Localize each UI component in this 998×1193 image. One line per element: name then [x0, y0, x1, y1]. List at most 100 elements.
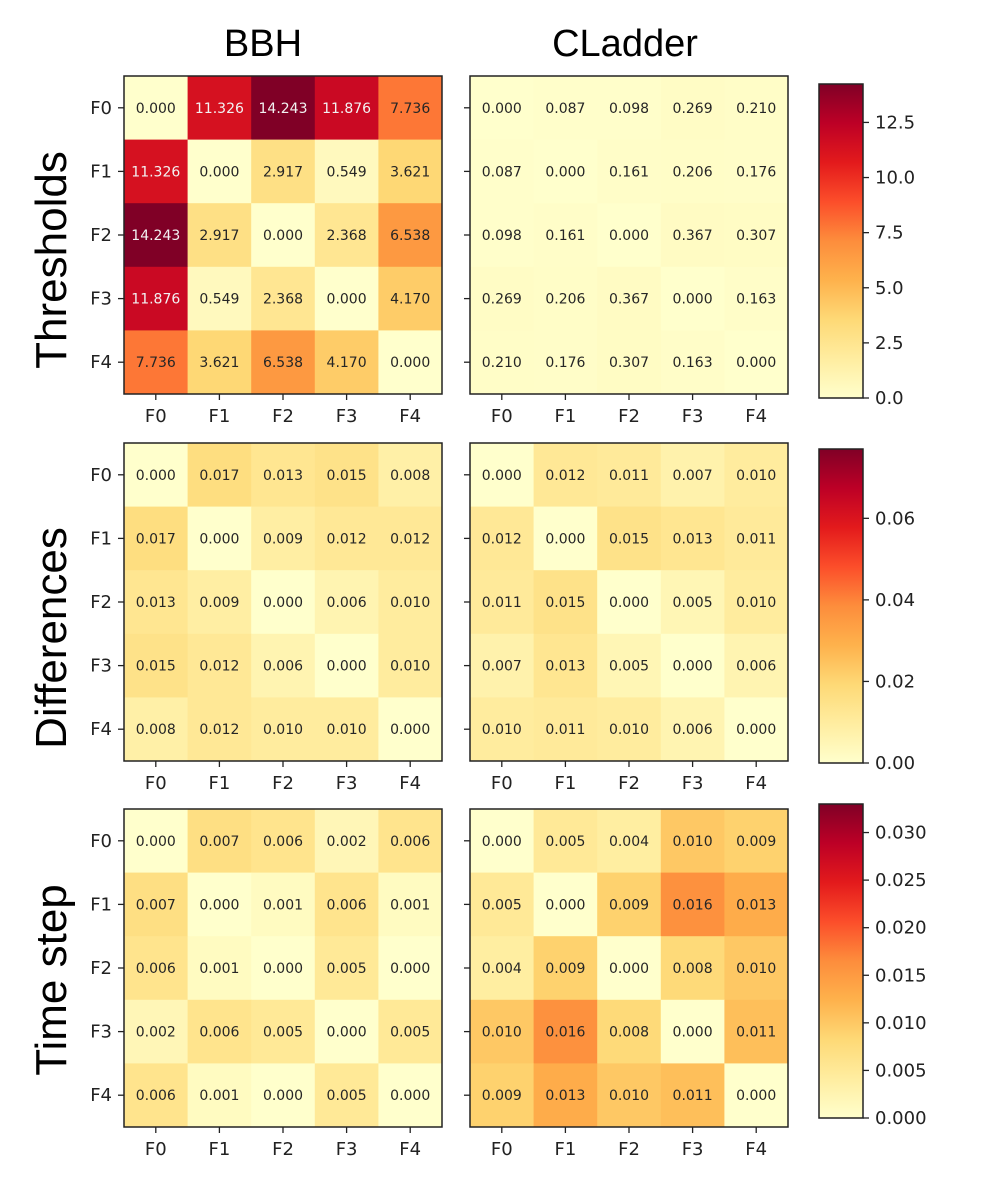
x-tick-label: F1	[554, 1139, 576, 1160]
cell-value-label: 2.917	[263, 164, 303, 180]
cell-value-label: 0.009	[482, 1088, 522, 1104]
cell-value-label: 0.005	[609, 659, 649, 675]
heatmap-cell	[533, 1063, 598, 1128]
cell-value-label: 0.006	[136, 1088, 176, 1104]
heatmap-cell	[660, 809, 725, 874]
heatmap-cell	[251, 139, 316, 204]
heatmap-panels: 0.000 11.326 14.243 11.876 7.736 11.326 0.000 2…	[90, 75, 789, 1160]
heatmap-cell	[314, 203, 379, 268]
cell-value-label: 3.621	[199, 355, 239, 371]
x-tick-label: F1	[208, 406, 230, 427]
heatmap-cell	[533, 809, 598, 874]
colorbar-tick-label: 0.025	[875, 870, 927, 891]
cell-value-label: 0.000	[136, 834, 176, 850]
cell-value-label: 14.243	[259, 101, 308, 117]
heatmap-cell	[124, 330, 189, 395]
heatmap-cell	[187, 139, 252, 204]
cell-value-label: 0.006	[736, 659, 776, 675]
heatmap-cell	[251, 443, 316, 508]
heatmap-cell	[314, 76, 379, 141]
x-tick-label: F4	[745, 773, 767, 794]
x-tick-label: F0	[491, 1139, 513, 1160]
heatmap-cell	[124, 936, 189, 1001]
cell-value-label: 4.170	[327, 355, 367, 371]
heatmap-cell	[470, 570, 535, 635]
colorbar-tick-label: 0.0	[875, 388, 904, 409]
cell-value-label: 0.005	[390, 1025, 430, 1041]
heatmap-cell	[187, 633, 252, 698]
heatmap-cell	[597, 872, 662, 937]
cell-value-label: 0.010	[390, 595, 430, 611]
cell-value-label: 0.012	[199, 659, 239, 675]
cell-value-label: 7.736	[390, 101, 430, 117]
heatmap-cell	[187, 330, 252, 395]
heatmap-cell	[533, 999, 598, 1064]
heatmap-cell	[251, 506, 316, 571]
heatmap-cell	[251, 872, 316, 937]
heatmap-cell	[660, 266, 725, 331]
heatmap-cell	[533, 570, 598, 635]
cell-value-label: 0.000	[482, 468, 522, 484]
cell-value-label: 0.000	[482, 834, 522, 850]
heatmap-cell	[660, 570, 725, 635]
cell-value-label: 2.917	[199, 228, 239, 244]
cell-value-label: 0.549	[199, 292, 239, 308]
x-tick-label: F0	[491, 406, 513, 427]
heatmap-cell	[660, 506, 725, 571]
heatmap-cell	[314, 936, 379, 1001]
heatmap-cell	[187, 203, 252, 268]
cell-value-label: 0.005	[327, 961, 367, 977]
cell-value-label: 0.206	[673, 164, 713, 180]
row-title-thresholds: Thresholds	[27, 151, 76, 369]
heatmap-cell	[378, 330, 443, 395]
heatmap-cell	[470, 330, 535, 395]
cell-value-label: 0.001	[199, 961, 239, 977]
cell-value-label: 0.210	[482, 355, 522, 371]
heatmap-cell	[124, 633, 189, 698]
cell-value-label: 0.010	[263, 722, 303, 738]
heatmap-cell	[251, 203, 316, 268]
heatmap-cell	[187, 936, 252, 1001]
cell-value-label: 0.011	[736, 1025, 776, 1041]
cell-value-label: 0.008	[673, 961, 713, 977]
cell-value-label: 0.008	[136, 722, 176, 738]
cell-value-label: 0.010	[327, 722, 367, 738]
heatmap-cell	[124, 443, 189, 508]
heatmap-cell	[378, 266, 443, 331]
colorbar-tick-label: 0.030	[875, 823, 927, 844]
panel-cladder-thresholds: 0.000 0.087 0.098 0.269 0.210 0.087 0.000 0.161…	[464, 75, 789, 427]
heatmap-cell	[533, 506, 598, 571]
heatmap-cell	[470, 872, 535, 937]
colorbar-tick-label: 0.000	[875, 1108, 927, 1129]
cell-value-label: 0.013	[136, 595, 176, 611]
cell-value-label: 0.000	[263, 961, 303, 977]
cell-value-label: 0.009	[736, 834, 776, 850]
heatmap-cell	[724, 633, 789, 698]
cell-value-label: 4.170	[390, 292, 430, 308]
x-tick-label: F1	[208, 773, 230, 794]
cell-value-label: 0.000	[545, 531, 585, 547]
heatmap-cell	[378, 203, 443, 268]
cell-value-label: 0.007	[199, 834, 239, 850]
column-title-bbh: BBH	[224, 23, 302, 65]
cell-value-label: 0.000	[736, 355, 776, 371]
heatmap-cell	[124, 266, 189, 331]
heatmap-cell	[533, 330, 598, 395]
x-tick-label: F0	[145, 773, 167, 794]
cell-value-label: 0.012	[327, 531, 367, 547]
colorbar-tick-label: 5.0	[875, 278, 904, 299]
heatmap-cell	[314, 139, 379, 204]
heatmap-cell	[660, 936, 725, 1001]
y-tick-label: F3	[90, 656, 112, 677]
row-title-differences: Differences	[27, 527, 76, 749]
colorbar-tick-label: 0.020	[875, 918, 927, 939]
heatmap-cell	[251, 697, 316, 762]
cell-value-label: 0.000	[136, 468, 176, 484]
cell-value-label: 0.176	[545, 355, 585, 371]
cell-value-label: 0.009	[263, 531, 303, 547]
cell-value-label: 11.326	[131, 164, 180, 180]
heatmap-cell	[314, 1063, 379, 1128]
heatmap-cell	[314, 697, 379, 762]
heatmap-cell	[251, 936, 316, 1001]
row-title-time-step: Time step	[27, 884, 76, 1076]
